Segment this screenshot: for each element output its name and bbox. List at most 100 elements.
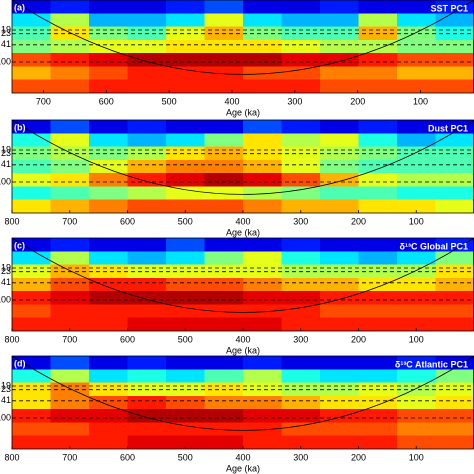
x-tick-label: 600 [120, 334, 135, 344]
heat-cell [397, 382, 436, 397]
heat-cell [204, 395, 244, 410]
x-tick-label: 200 [351, 452, 366, 462]
heat-cell [435, 79, 474, 93]
heat-cell [204, 0, 244, 14]
heat-cell [397, 291, 436, 305]
heat-cell [12, 39, 51, 54]
heat-cell [281, 79, 321, 93]
y-tick-label: 19 [1, 380, 11, 390]
heat-cell [435, 304, 474, 319]
heat-cell [89, 173, 128, 187]
heat-cell [166, 173, 205, 187]
heat-cell [89, 79, 128, 93]
heat-cell [166, 251, 205, 266]
x-tick-label: 200 [351, 334, 366, 344]
x-tick-label: 100 [413, 96, 428, 106]
x-tick-label: 500 [162, 96, 177, 106]
heat-cell [50, 39, 90, 54]
heat-cell [320, 79, 359, 93]
x-tick-label: 400 [235, 216, 250, 226]
heat-cell [435, 39, 474, 54]
heat-cell [320, 422, 359, 437]
heat-cell [89, 291, 128, 305]
heat-cell [243, 264, 282, 279]
heat-cell [50, 356, 90, 370]
panel-title: Dust PC1 [428, 123, 468, 133]
cone-of-influence [12, 238, 474, 313]
heat-cell [89, 264, 128, 279]
heat-cell [397, 304, 436, 319]
heat-cell [397, 39, 436, 54]
heat-cell [204, 186, 244, 201]
x-tick-label: 200 [350, 96, 365, 106]
heat-cell [397, 26, 436, 41]
plot [12, 120, 474, 213]
heat-cell [358, 422, 398, 437]
heat-cell [281, 435, 321, 449]
heat-cell [281, 369, 321, 384]
heat-cell [204, 66, 244, 81]
heat-cell [89, 159, 128, 174]
heat-cell [50, 173, 90, 187]
heat-cell [358, 0, 398, 14]
x-tick-label: 200 [351, 216, 366, 226]
heat-cell [166, 199, 205, 213]
heat-cell [320, 199, 359, 213]
heat-cell [435, 238, 474, 252]
heat-cell [435, 159, 474, 174]
heat-cell [320, 13, 359, 28]
heat-cell [320, 409, 359, 423]
heat-cell [358, 435, 398, 449]
heat-cell [435, 173, 474, 187]
heat-cell [204, 304, 244, 319]
heat-cell [204, 356, 244, 370]
heat-cell [358, 238, 398, 252]
heat-cell [435, 277, 474, 292]
heat-cell [281, 13, 321, 28]
heat-cell [243, 238, 282, 252]
heat-cell [12, 146, 51, 161]
x-tick-label: 800 [4, 452, 19, 462]
heat-cell [89, 238, 128, 252]
heat-cell [204, 409, 244, 423]
x-tick-label: 600 [99, 96, 114, 106]
heat-cell [397, 159, 436, 174]
heat-cell [397, 173, 436, 187]
y-tick-label: 100 [0, 176, 11, 186]
heat-cell [243, 26, 282, 41]
heat-cell [397, 53, 436, 67]
heat-cell [320, 0, 359, 14]
heat-cell [281, 120, 321, 134]
heat-cell [397, 395, 436, 410]
x-tick-label: 500 [178, 334, 193, 344]
heat-cell [435, 13, 474, 28]
heat-cell [435, 251, 474, 266]
heat-cell [127, 13, 167, 28]
heat-cell [12, 317, 51, 331]
heat-cell [50, 409, 90, 423]
heat-cell [50, 422, 90, 437]
heat-cell [12, 173, 51, 187]
heat-cell [12, 409, 51, 423]
heat-cell [281, 186, 321, 201]
heat-cell [435, 395, 474, 410]
heat-cell [50, 435, 90, 449]
heat-cell [166, 53, 205, 67]
heat-cell [243, 53, 282, 67]
heat-cell [358, 277, 398, 292]
heat-cell [89, 39, 128, 54]
y-tick-label: 19 [1, 262, 11, 272]
heat-cell [243, 133, 282, 148]
heat-cell [12, 356, 51, 370]
heat-cell [127, 79, 167, 93]
x-tick-label: 300 [293, 334, 308, 344]
heat-cell [12, 133, 51, 148]
heat-cell [127, 317, 167, 331]
heat-cell [50, 186, 90, 201]
heat-cell [358, 159, 398, 174]
x-tick-label: 400 [224, 96, 239, 106]
heat-cell [127, 435, 167, 449]
x-tick-label: 500 [178, 216, 193, 226]
heat-cell [12, 395, 51, 410]
